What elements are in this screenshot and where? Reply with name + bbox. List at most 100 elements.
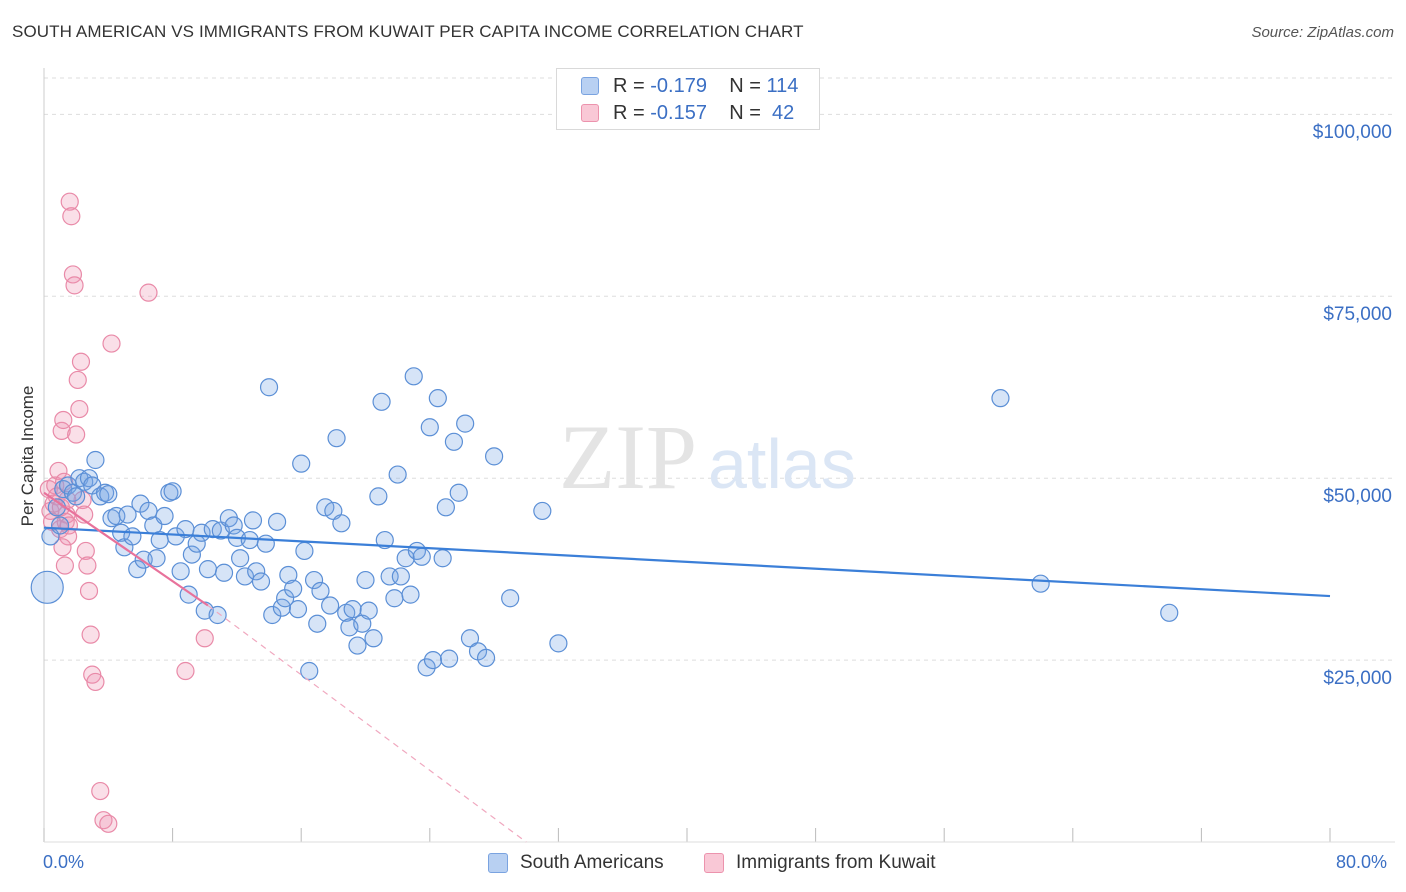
south-american-point bbox=[353, 614, 372, 633]
south-american-point bbox=[991, 389, 1010, 408]
kuwait-point bbox=[139, 283, 158, 302]
south-american-point bbox=[128, 560, 147, 579]
south-american-point bbox=[155, 506, 174, 526]
south-american-point bbox=[401, 585, 420, 604]
south-american-point bbox=[235, 567, 255, 586]
south-american-trend-line bbox=[43, 526, 1331, 598]
legend-label-kuwait: Immigrants from Kuwait bbox=[736, 852, 936, 873]
legend-r-value-south: -0.179 bbox=[650, 74, 707, 97]
trend-lines bbox=[43, 491, 1331, 843]
kuwait-point bbox=[60, 192, 79, 211]
axes bbox=[43, 68, 1395, 843]
south-american-point bbox=[359, 601, 378, 620]
south-american-point bbox=[240, 530, 259, 550]
south-american-point bbox=[385, 589, 404, 608]
y-tick-label: $25,000 bbox=[1323, 668, 1392, 690]
legend-swatch-kuwait bbox=[581, 104, 599, 122]
south-american-point bbox=[272, 598, 292, 617]
kuwait-point bbox=[53, 538, 72, 557]
y-tick-label: $100,000 bbox=[1312, 122, 1392, 144]
kuwait-point bbox=[54, 410, 73, 430]
kuwait-point bbox=[176, 661, 195, 681]
south-american-point bbox=[433, 549, 452, 568]
south-american-point bbox=[372, 392, 391, 411]
south-american-point bbox=[343, 600, 362, 619]
south-american-point bbox=[391, 567, 410, 586]
x-tick-min: 0.0% bbox=[43, 852, 85, 872]
south-american-point bbox=[428, 389, 447, 408]
south-american-point bbox=[182, 545, 201, 564]
legend-r-label: R = bbox=[613, 101, 645, 124]
y-axis-label: Per Capita Income bbox=[18, 385, 37, 527]
south-american-point bbox=[444, 432, 464, 451]
south-american-point bbox=[412, 547, 431, 566]
kuwait-point bbox=[51, 498, 70, 517]
south-american-point bbox=[251, 572, 271, 591]
y-tick-label: $75,000 bbox=[1323, 304, 1392, 326]
kuwait-point bbox=[195, 629, 214, 648]
south-american-point bbox=[420, 418, 439, 437]
south-american-point bbox=[1031, 574, 1050, 593]
watermark: ZIP atlas bbox=[559, 406, 856, 508]
south-american-point bbox=[295, 541, 314, 561]
kuwait-point bbox=[49, 461, 68, 481]
south-american-point bbox=[198, 560, 218, 579]
south-american-point bbox=[256, 534, 275, 553]
south-american-point bbox=[300, 661, 319, 681]
south-american-point bbox=[460, 629, 480, 648]
chart-title: SOUTH AMERICAN VS IMMIGRANTS FROM KUWAIT… bbox=[12, 22, 804, 41]
legend-item-kuwait[interactable]: Immigrants from Kuwait bbox=[704, 852, 936, 874]
source-credit: Source: ZipAtlas.com bbox=[1251, 24, 1394, 41]
south-american-point bbox=[118, 505, 137, 524]
legend-row-kuwait: R = -0.157 N = 42 bbox=[581, 101, 794, 125]
legend-item-south[interactable]: South Americans bbox=[488, 852, 664, 874]
south-american-point bbox=[139, 501, 158, 521]
legend-n-label: N = bbox=[729, 74, 761, 97]
south-american-point bbox=[327, 429, 346, 448]
south-american-point bbox=[247, 562, 266, 581]
legend-row-south: R = -0.179 N = 114 bbox=[581, 74, 798, 98]
south-american-point bbox=[308, 614, 327, 633]
legend-swatch-kuwait bbox=[704, 853, 724, 873]
kuwait-point bbox=[76, 541, 95, 561]
south-american-point bbox=[67, 487, 86, 506]
south-american-point bbox=[279, 565, 298, 585]
south-american-point bbox=[436, 498, 455, 517]
kuwait-point bbox=[71, 352, 91, 371]
south-american-point bbox=[375, 530, 394, 550]
kuwait-point bbox=[65, 276, 84, 295]
south-american-points bbox=[30, 367, 1179, 681]
south-american-point bbox=[332, 514, 351, 533]
south-american-point bbox=[388, 465, 407, 484]
south-american-point bbox=[292, 454, 311, 473]
south-american-point bbox=[147, 549, 166, 568]
south-american-point bbox=[166, 527, 185, 546]
south-american-point bbox=[321, 596, 340, 615]
kuwait-point bbox=[86, 672, 105, 692]
south-american-point bbox=[123, 527, 142, 546]
south-american-point bbox=[267, 512, 287, 531]
south-american-point bbox=[417, 658, 436, 677]
legend-n-label: N = bbox=[729, 101, 761, 124]
south-american-point bbox=[356, 570, 375, 590]
stats-legend: R = -0.179 N = 114 R = -0.157 N = 42 bbox=[556, 68, 820, 130]
kuwait-point bbox=[62, 207, 81, 226]
south-american-point bbox=[423, 650, 443, 670]
south-american-point bbox=[231, 549, 250, 568]
kuwait-point bbox=[68, 370, 87, 390]
legend-n-value-kuwait: 42 bbox=[772, 101, 795, 124]
watermark-zip: ZIP bbox=[559, 406, 697, 508]
south-american-point bbox=[364, 629, 383, 648]
kuwait-point bbox=[99, 814, 118, 833]
south-american-point bbox=[208, 605, 227, 625]
south-american-point bbox=[485, 447, 504, 466]
legend-swatch-south bbox=[581, 77, 599, 95]
south-american-point bbox=[311, 581, 330, 601]
south-american-point bbox=[288, 600, 308, 619]
legend-label-south: South Americans bbox=[520, 852, 664, 873]
kuwait-point bbox=[78, 556, 97, 575]
south-american-point bbox=[348, 636, 367, 655]
south-american-point bbox=[404, 367, 423, 386]
kuwait-point bbox=[70, 399, 89, 419]
